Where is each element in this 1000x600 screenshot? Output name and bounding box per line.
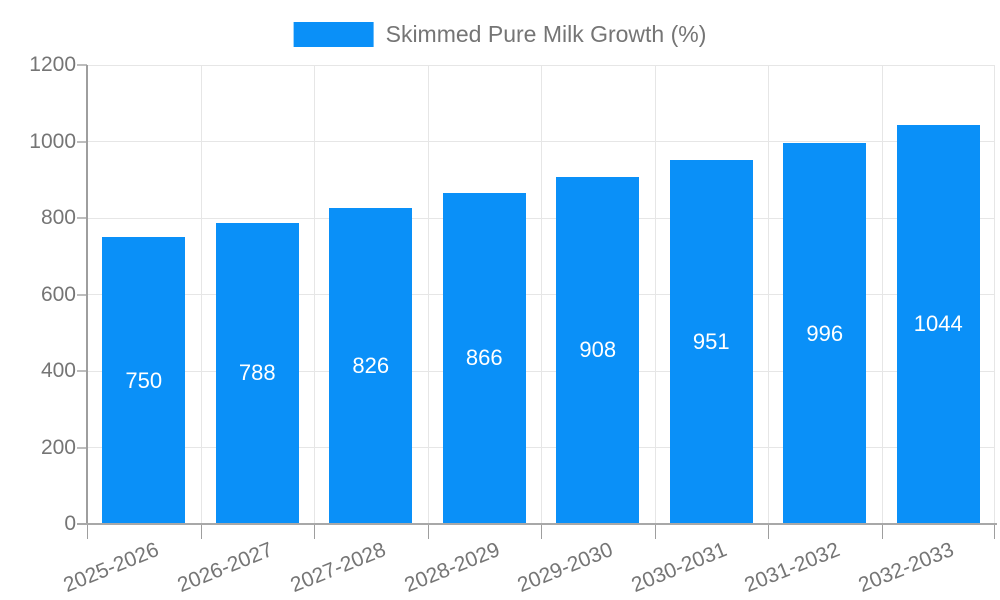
x-tick-label: 2026-2027 [174, 538, 276, 597]
v-gridline [200, 65, 202, 524]
y-tick-label: 200 [40, 435, 76, 459]
v-gridline [541, 65, 542, 524]
y-tick-label: 1000 [29, 129, 76, 153]
v-gridline [768, 65, 769, 524]
y-tick-mark [77, 217, 87, 219]
x-tick-mark [314, 524, 315, 539]
bar-value-label: 788 [238, 360, 276, 386]
y-tick-label: 400 [40, 359, 76, 382]
x-tick-label: 2030-2031 [628, 538, 730, 597]
y-axis-labels: 0 200 400 600 800 1000 1200 [0, 53, 76, 535]
y-tick-mark [77, 293, 87, 296]
v-gridline [314, 65, 315, 524]
x-tick-label: 2029-2030 [514, 538, 617, 597]
bar-value-label: 951 [692, 329, 730, 355]
x-axis-labels: 2025-2026 2026-2027 2027-2028 2028-2029 2029… [61, 532, 995, 600]
x-tick-mark [87, 524, 88, 539]
y-tick-label: 0 [64, 512, 76, 535]
legend-swatch-icon [293, 21, 374, 47]
bar-2029-2030[interactable]: 908 [556, 176, 640, 524]
y-tick-label: 800 [40, 206, 76, 229]
legend-label: Skimmed Pure Milk Growth (%) [385, 20, 707, 47]
y-tick-mark [77, 64, 87, 66]
bar-2027-2028[interactable]: 826 [329, 208, 413, 524]
v-gridline [427, 65, 429, 524]
bar-2028-2029[interactable]: 866 [442, 192, 526, 524]
bar-2026-2027[interactable]: 788 [215, 222, 299, 524]
x-tick-mark [427, 524, 429, 539]
bar-2025-2026[interactable]: 750 [102, 237, 186, 524]
y-tick-label: 600 [40, 282, 76, 306]
legend[interactable]: Skimmed Pure Milk Growth (%) [293, 18, 707, 50]
bar-value-label: 908 [579, 337, 617, 363]
x-tick-label: 2028-2029 [401, 538, 503, 597]
v-gridline [654, 65, 656, 524]
v-gridline [881, 65, 883, 524]
x-tick-label: 2032-2033 [855, 538, 957, 597]
x-tick-mark [768, 524, 769, 539]
bar-value-label: 826 [352, 353, 390, 379]
bar-2032-2033[interactable]: 1044 [896, 124, 980, 524]
bar-value-label: 750 [125, 367, 163, 393]
y-tick-label: 1200 [29, 53, 76, 76]
bar-value-label: 1044 [913, 311, 963, 337]
bar-2031-2032[interactable]: 996 [783, 143, 867, 524]
x-tick-label: 2031-2032 [741, 538, 844, 597]
x-tick-mark [994, 524, 995, 539]
x-tick-mark [541, 524, 542, 539]
y-tick-mark [77, 140, 87, 143]
y-axis-line [86, 65, 88, 525]
x-tick-label: 2027-2028 [287, 538, 390, 597]
x-tick-label: 2025-2026 [60, 538, 163, 597]
bar-2030-2031[interactable]: 951 [669, 160, 753, 524]
v-gridline [994, 65, 995, 524]
x-tick-mark [881, 524, 883, 539]
plot-area: 750 788 826 866 908 951 996 1044 [77, 64, 995, 539]
bar-value-label: 866 [465, 345, 503, 371]
x-tick-mark [654, 524, 656, 539]
bar-value-label: 996 [806, 320, 844, 346]
y-tick-mark [77, 446, 87, 449]
x-tick-mark [200, 524, 202, 539]
x-axis-line [77, 523, 997, 525]
y-tick-mark [77, 370, 87, 372]
